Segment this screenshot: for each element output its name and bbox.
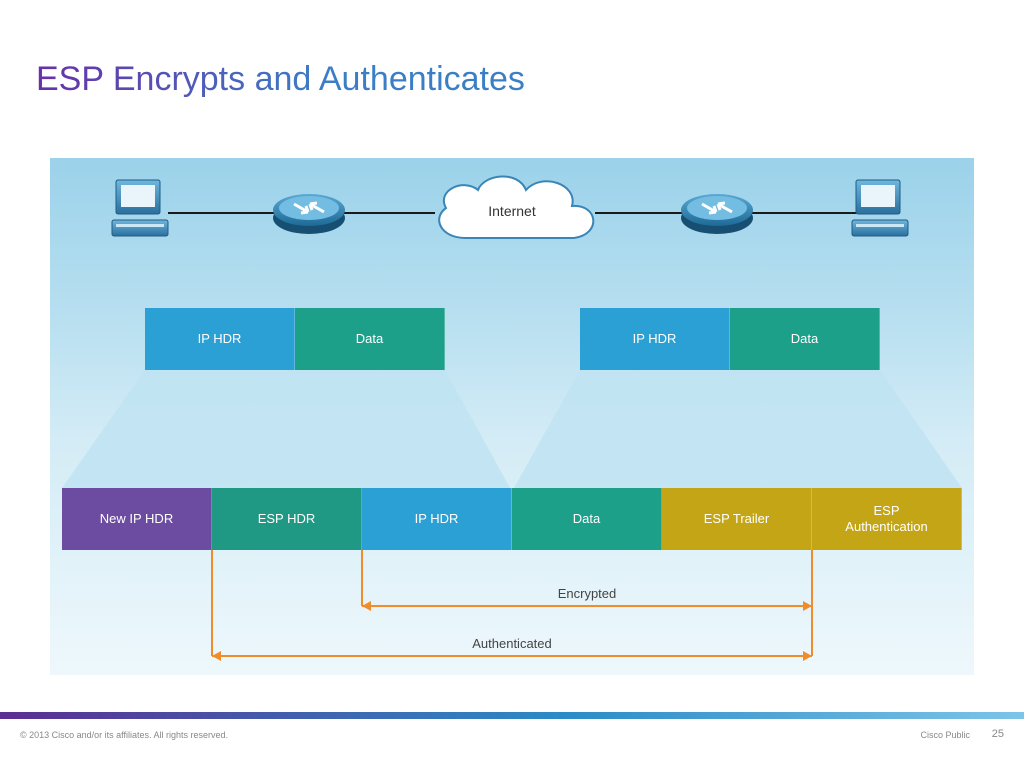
- segment-label: Data: [352, 331, 387, 347]
- slide: ESP Encrypts and Authenticates: [0, 0, 1024, 767]
- router-icon: [270, 186, 348, 238]
- packet-segment-data: Data: [730, 308, 880, 370]
- cloud-icon: Internet: [422, 168, 607, 260]
- range-line-authenticated: [212, 655, 812, 657]
- segment-label: IP HDR: [629, 331, 681, 347]
- arrowhead-right: [803, 651, 812, 661]
- copyright-text: © 2013 Cisco and/or its affiliates. All …: [20, 730, 228, 740]
- range-line-encrypted: [362, 605, 812, 607]
- arrowhead-left: [212, 651, 221, 661]
- wire: [340, 212, 435, 214]
- wire: [168, 212, 278, 214]
- range-label-encrypted: Encrypted: [558, 586, 617, 601]
- range-cap: [361, 550, 363, 606]
- wire: [750, 212, 860, 214]
- packet-segment-esp_auth: ESPAuthentication: [812, 488, 962, 550]
- segment-label: ESP HDR: [254, 511, 320, 527]
- footer-bar: [0, 712, 1024, 719]
- segment-label: Data: [569, 511, 604, 527]
- range-cap: [811, 550, 813, 656]
- packet-segment-ip_hdr: IP HDR: [362, 488, 512, 550]
- segment-label: ESP Trailer: [700, 511, 774, 527]
- funnel-left: [50, 370, 512, 490]
- cloud-label: Internet: [422, 203, 602, 219]
- page-number: 25: [992, 728, 1004, 740]
- network-topology: Internet: [50, 164, 974, 274]
- segment-label: Data: [787, 331, 822, 347]
- computer-icon: [850, 174, 922, 246]
- funnel-right: [512, 370, 974, 490]
- slide-title: ESP Encrypts and Authenticates: [36, 60, 525, 99]
- original-packet-row: IP HDR Data IP HDR Data: [50, 308, 974, 378]
- segment-label: ESPAuthentication: [841, 503, 931, 536]
- arrowhead-left: [362, 601, 371, 611]
- packet-segment-data: Data: [295, 308, 445, 370]
- footer-label: Cisco Public: [920, 730, 970, 740]
- segment-label: New IP HDR: [96, 511, 177, 527]
- packet-segment-esp_trailer: ESP Trailer: [662, 488, 812, 550]
- range-cap: [211, 550, 213, 656]
- packet-segment-iphdr: IP HDR: [145, 308, 295, 370]
- range-label-authenticated: Authenticated: [472, 636, 552, 651]
- router-icon: [678, 186, 756, 238]
- segment-label: IP HDR: [194, 331, 246, 347]
- diagram-area: Internet: [50, 158, 974, 675]
- packet-segment-iphdr: IP HDR: [580, 308, 730, 370]
- segment-label: IP HDR: [411, 511, 463, 527]
- computer-icon: [110, 174, 182, 246]
- packet-segment-new_ip_hdr: New IP HDR: [62, 488, 212, 550]
- packet-segment-esp_hdr: ESP HDR: [212, 488, 362, 550]
- wire: [595, 212, 690, 214]
- packet-segment-data: Data: [512, 488, 662, 550]
- esp-packet-row: New IP HDR ESP HDR IP HDR Data ESP Trailer ES…: [50, 488, 974, 558]
